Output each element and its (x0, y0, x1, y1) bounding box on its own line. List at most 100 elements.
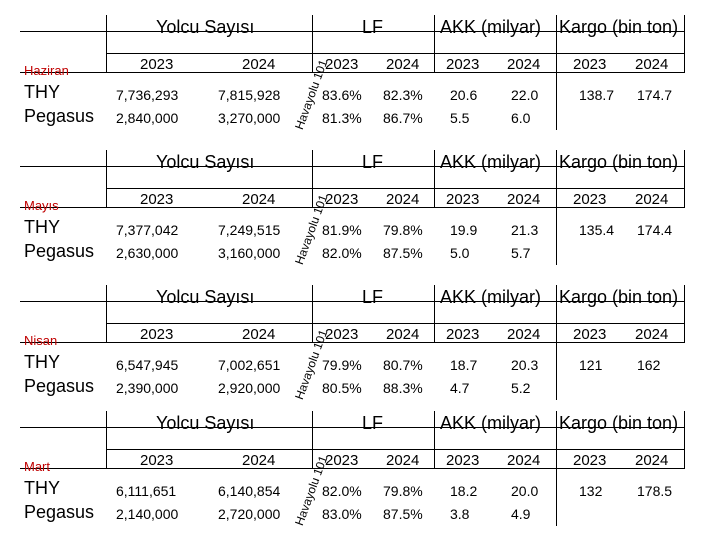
rule-top (20, 427, 684, 428)
group-header-lf: LF (362, 413, 384, 433)
group-header-passengers: Yolcu Sayısı (156, 413, 255, 433)
thy-lf-2023-value: 79.9% (322, 357, 362, 373)
pgs-lf-2024-value: 87.5% (383, 506, 423, 522)
year-header: 2023 (140, 452, 174, 469)
airline-name-pegasus: Pegasus (24, 376, 95, 396)
rule-top (20, 166, 684, 167)
thy-pax-2024-value: 7,815,928 (218, 87, 281, 103)
group-header-cargo: Kargo (bin ton) (559, 152, 679, 172)
year-header: 2023 (325, 326, 359, 343)
pgs-akk-2023-value: 3.8 (450, 506, 470, 522)
thy-cargo-2024-value: 178.5 (637, 483, 673, 499)
pgs-lf-2024-value: 88.3% (383, 380, 423, 396)
group-header-cargo: Kargo (bin ton) (559, 17, 679, 37)
sep-right (684, 285, 685, 343)
sep-left (106, 15, 107, 73)
year-header: 2024 (242, 452, 276, 469)
thy-lf-2024-value: 79.8% (383, 222, 423, 238)
year-header: 2024 (635, 56, 669, 73)
thy-akk-2024-value: 20.0 (511, 483, 539, 499)
sep-cargo (556, 15, 557, 130)
year-header: 2024 (242, 56, 276, 73)
thy-lf-2023-value: 82.0% (322, 483, 362, 499)
thy-akk-2024-value: 20.3 (511, 357, 539, 373)
year-header: 2023 (573, 56, 607, 73)
year-header: 2023 (573, 452, 607, 469)
year-header: 2024 (386, 326, 420, 343)
rule-under-group (106, 188, 684, 189)
group-header-lf: LF (362, 17, 384, 37)
thy-cargo-2024-value: 174.4 (637, 222, 673, 238)
year-header: 2023 (573, 191, 607, 208)
thy-akk-2023-value: 18.2 (450, 483, 478, 499)
sep-cargo (556, 411, 557, 526)
sep-cargo (556, 150, 557, 265)
thy-akk-2023-value: 19.9 (450, 222, 478, 238)
thy-cargo-2023-value: 135.4 (579, 222, 615, 238)
year-header: 2024 (507, 452, 541, 469)
thy-lf-2023-value: 81.9% (322, 222, 362, 238)
rule-top (20, 301, 684, 302)
pgs-akk-2024-value: 4.9 (511, 506, 531, 522)
month-label: Haziran (24, 63, 69, 78)
group-header-passengers: Yolcu Sayısı (156, 152, 255, 172)
year-header: 2023 (140, 326, 174, 343)
group-header-cargo: Kargo (bin ton) (559, 287, 679, 307)
sep-lf (312, 285, 313, 343)
month-label: Mart (24, 459, 50, 474)
sep-akk (434, 150, 435, 208)
group-header-akk: AKK (milyar) (440, 413, 542, 433)
group-header-passengers: Yolcu Sayısı (156, 17, 255, 37)
sep-lf (312, 150, 313, 208)
airline-name-thy: THY (24, 352, 60, 372)
year-header: 2023 (325, 56, 359, 73)
rule-under-years (20, 207, 684, 208)
pgs-lf-2023-value: 80.5% (322, 380, 362, 396)
airline-name-pegasus: Pegasus (24, 241, 95, 261)
year-header: 2024 (386, 452, 420, 469)
sep-cargo (556, 285, 557, 400)
year-header: 2023 (325, 191, 359, 208)
pgs-akk-2023-value: 5.5 (450, 110, 470, 126)
group-header-akk: AKK (milyar) (440, 287, 542, 307)
sep-lf (312, 15, 313, 73)
sep-right (684, 411, 685, 469)
thy-akk-2024-value: 21.3 (511, 222, 539, 238)
year-header: 2024 (242, 326, 276, 343)
pgs-pax-2023-value: 2,840,000 (116, 110, 179, 126)
year-header: 2023 (446, 191, 480, 208)
pgs-akk-2023-value: 4.7 (450, 380, 470, 396)
pgs-akk-2024-value: 5.7 (511, 245, 531, 261)
group-header-lf: LF (362, 152, 384, 172)
sep-left (106, 285, 107, 343)
year-header: 2023 (446, 452, 480, 469)
thy-lf-2024-value: 80.7% (383, 357, 423, 373)
airline-name-pegasus: Pegasus (24, 106, 95, 126)
thy-lf-2024-value: 82.3% (383, 87, 423, 103)
thy-pax-2024-value: 7,249,515 (218, 222, 281, 238)
pgs-pax-2023-value: 2,630,000 (116, 245, 179, 261)
pgs-lf-2024-value: 87.5% (383, 245, 423, 261)
thy-pax-2024-value: 6,140,854 (218, 483, 281, 499)
pgs-akk-2024-value: 6.0 (511, 110, 531, 126)
pgs-pax-2024-value: 2,920,000 (218, 380, 281, 396)
year-header: 2024 (507, 326, 541, 343)
rule-under-group (106, 449, 684, 450)
thy-pax-2024-value: 7,002,651 (218, 357, 281, 373)
year-header: 2024 (635, 452, 669, 469)
airline-name-thy: THY (24, 478, 60, 498)
group-header-lf: LF (362, 287, 384, 307)
rule-under-group (106, 53, 684, 54)
pgs-akk-2023-value: 5.0 (450, 245, 470, 261)
pgs-lf-2023-value: 81.3% (322, 110, 362, 126)
sep-akk (434, 15, 435, 73)
month-block: Yolcu Sayısı LF AKK (milyar) Kargo (bin ton… (0, 280, 709, 410)
thy-akk-2024-value: 22.0 (511, 87, 539, 103)
sep-lf (312, 411, 313, 469)
thy-cargo-2023-value: 121 (579, 357, 603, 373)
thy-lf-2024-value: 79.8% (383, 483, 423, 499)
thy-akk-2023-value: 18.7 (450, 357, 478, 373)
sep-left (106, 411, 107, 469)
pgs-pax-2023-value: 2,140,000 (116, 506, 179, 522)
pgs-pax-2024-value: 3,270,000 (218, 110, 281, 126)
